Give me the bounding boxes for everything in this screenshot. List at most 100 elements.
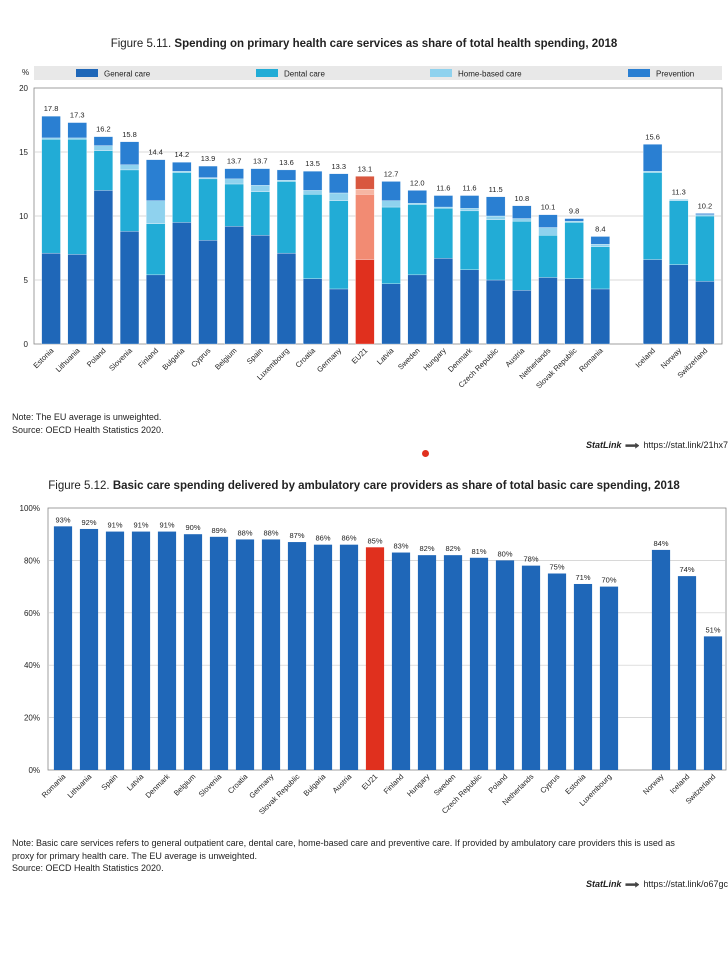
bar-segment-prevention-netherlands [538, 214, 558, 228]
x-tick-label-finland: Finland [382, 772, 406, 796]
bar-segment-prevention-poland [93, 136, 113, 146]
x-tick-label-latvia: Latvia [125, 771, 146, 792]
figure2-statlink[interactable]: StatLink https://stat.link/o67gc [586, 879, 728, 889]
figure1-source: Source: OECD Health Statistics 2020. [12, 424, 164, 435]
bar-segment-dental-care-switzerland [695, 215, 715, 282]
bar-segment-prevention-finland [146, 159, 166, 201]
bar-segment-home-based-care-norway [669, 199, 689, 201]
figure2-number: Figure 5.12. [48, 480, 110, 492]
figure2-note-line2: proxy for primary health care. The EU av… [12, 850, 257, 861]
y-tick-label: 0% [28, 766, 40, 775]
bar-segment-general-care-denmark [459, 269, 480, 345]
figure2-note: Note: Basic care services refers to gene… [12, 837, 675, 875]
bar-sweden [443, 555, 463, 770]
bar-segment-prevention-czech-republic [486, 196, 506, 217]
data-label-cyprus: 75% [549, 563, 564, 572]
y-tick-label: 5 [24, 276, 29, 285]
bar-segment-prevention-denmark [459, 195, 480, 209]
total-label-estonia: 17.8 [44, 104, 59, 113]
figure1-note: Note: The EU average is unweighted. Sour… [12, 411, 164, 436]
bar-segment-home-based-care-belgium [224, 178, 244, 185]
bar-bulgaria [313, 544, 333, 770]
bar-segment-dental-care-finland [146, 223, 166, 276]
bar-segment-dental-care-slovenia [119, 169, 140, 232]
bar-segment-prevention-eu21 [355, 176, 375, 190]
bar-slovenia [209, 536, 229, 770]
bar-segment-home-based-care-croatia [303, 190, 323, 195]
x-tick-label-eu21: EU21 [360, 772, 380, 792]
x-tick-label-estonia: Estonia [31, 345, 56, 370]
bar-latvia [131, 531, 151, 770]
bar-segment-prevention-estonia [41, 116, 61, 139]
statlink-url[interactable]: https://stat.link/o67gc [643, 879, 728, 889]
bar-segment-dental-care-slovak-republic [564, 222, 584, 279]
legend-label-general-care: General care [104, 70, 151, 79]
bar-segment-general-care-lithuania [67, 254, 87, 345]
total-label-poland: 16.2 [96, 125, 111, 134]
data-label-norway: 84% [653, 539, 668, 548]
bar-segment-general-care-austria [512, 290, 532, 345]
x-tick-label-slovenia: Slovenia [197, 771, 224, 798]
statlink-brand: StatLink [585, 440, 622, 450]
bar-segment-prevention-romania [590, 236, 610, 245]
data-label-lithuania: 92% [81, 518, 96, 527]
y-tick-label: 0 [24, 340, 29, 349]
bar-segment-dental-care-cyprus [198, 178, 218, 241]
x-tick-label-belgium: Belgium [213, 346, 239, 372]
bar-segment-dental-care-bulgaria [172, 172, 192, 223]
bar-segment-dental-care-estonia [41, 139, 61, 254]
bar-segment-dental-care-romania [590, 246, 610, 290]
bar-segment-dental-care-hungary [433, 208, 453, 259]
bar-segment-home-based-care-bulgaria [172, 171, 192, 173]
total-label-netherlands: 10.1 [541, 203, 556, 212]
total-label-luxembourg: 13.6 [279, 158, 294, 167]
bar-segment-general-care-estonia [41, 252, 61, 345]
bar-segment-prevention-germany [329, 173, 349, 194]
bar-segment-general-care-slovenia [119, 231, 140, 345]
bar-segment-general-care-bulgaria [172, 222, 192, 345]
figure2-source: Source: OECD Health Statistics 2020. [12, 863, 164, 873]
x-tick-label-eu21: EU21 [350, 346, 370, 366]
data-label-romania: 93% [55, 515, 70, 524]
data-label-finland: 83% [393, 542, 408, 551]
bar-segment-home-based-care-netherlands [538, 227, 558, 236]
statlink-url[interactable]: https://stat.link/21hx7 [643, 440, 728, 450]
figure1-statlink[interactable]: StatLink https://stat.link/21hx7 [586, 440, 728, 450]
data-label-estonia: 71% [575, 573, 590, 582]
total-label-bulgaria: 14.2 [175, 150, 190, 159]
data-label-austria: 86% [341, 534, 356, 543]
bar-segment-general-care-luxembourg [276, 252, 297, 345]
bar-segment-home-based-care-sweden [407, 203, 427, 205]
x-tick-label-belgium: Belgium [172, 772, 198, 798]
bar-segment-home-based-care-iceland [643, 171, 663, 173]
x-tick-label-romania: Romania [40, 771, 68, 799]
bar-netherlands [521, 565, 541, 770]
bar-segment-home-based-care-denmark [459, 208, 480, 212]
bar-segment-prevention-latvia [381, 181, 401, 201]
x-tick-label-lithuania: Lithuania [54, 345, 82, 373]
data-label-hungary: 82% [419, 544, 434, 553]
bar-luxembourg [599, 586, 619, 770]
legend-swatch-dental-care [256, 69, 278, 77]
bar-hungary [417, 555, 437, 770]
bar-segment-general-care-sweden [407, 274, 427, 345]
statlink-arrow-icon [625, 881, 640, 888]
total-label-iceland: 15.6 [645, 132, 660, 141]
data-label-netherlands: 78% [523, 555, 538, 564]
data-label-czech-republic: 81% [471, 547, 486, 556]
total-label-romania: 8.4 [595, 224, 605, 233]
x-tick-label-bulgaria: Bulgaria [160, 345, 186, 371]
bar-segment-prevention-austria [512, 205, 532, 219]
total-label-eu21: 13.1 [358, 164, 373, 173]
x-tick-label-austria: Austria [331, 771, 354, 794]
bar-segment-prevention-bulgaria [172, 162, 192, 172]
total-label-hungary: 11.6 [436, 184, 450, 193]
figure2-title: Figure 5.12. Basic care spending deliver… [0, 480, 728, 492]
bar-segment-general-care-cyprus [198, 240, 218, 345]
legend-label-dental-care: Dental care [284, 70, 325, 79]
bar-segment-prevention-hungary [433, 195, 453, 208]
bar-estonia [573, 583, 593, 770]
x-tick-label-iceland: Iceland [668, 772, 691, 795]
total-label-cyprus: 13.9 [201, 154, 216, 163]
y-tick-label: 10 [19, 212, 28, 221]
